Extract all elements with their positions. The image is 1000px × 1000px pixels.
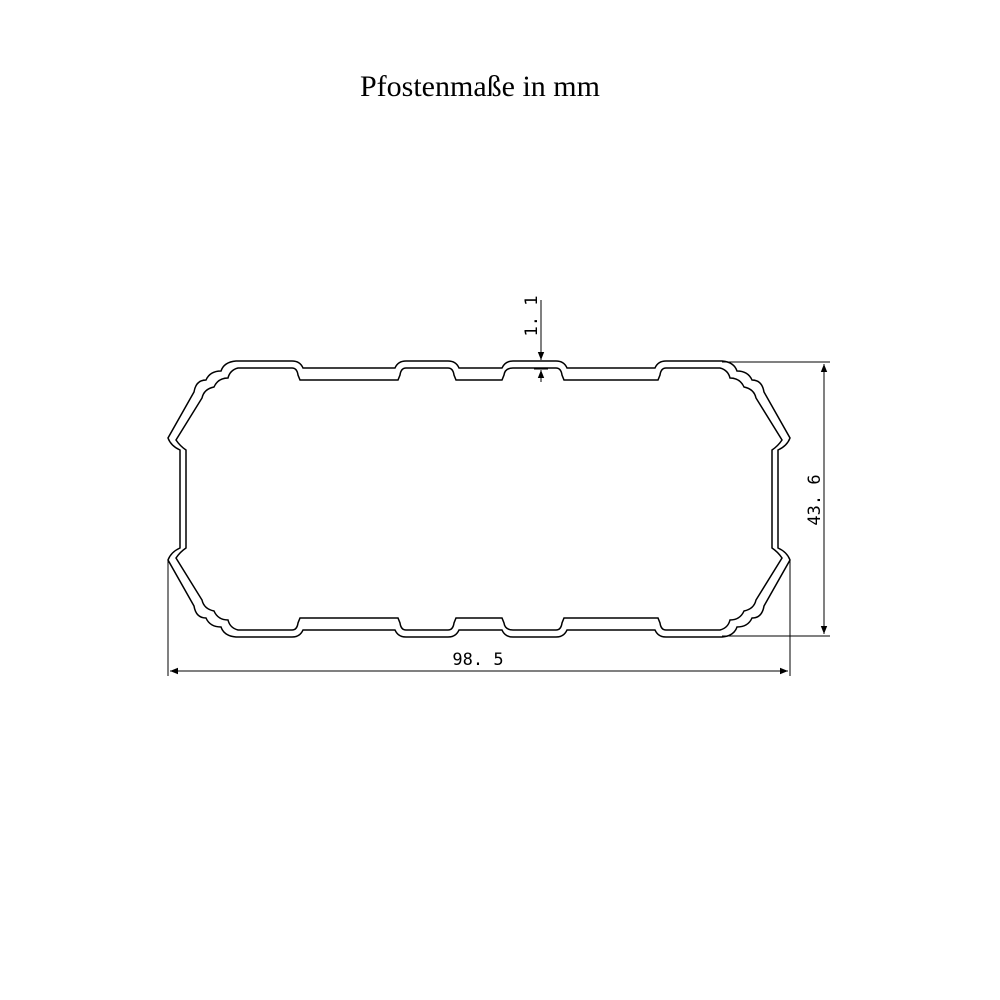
drawing-title: Pfostenmaße in mm [360, 70, 600, 103]
wall-dimension-label: 1. 1 [522, 296, 542, 337]
profile-outer-contour [167, 360, 791, 638]
height-dimension-label: 43. 6 [805, 474, 825, 525]
width-dimension-label: 98. 5 [452, 650, 503, 670]
profile-inner-contour [175, 367, 783, 631]
